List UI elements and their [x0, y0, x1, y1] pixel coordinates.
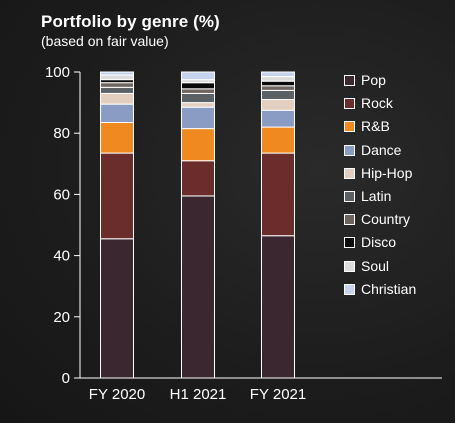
- legend-swatch: [344, 121, 355, 133]
- legend-swatch: [344, 167, 355, 179]
- bar-segment-pop: [100, 238, 134, 379]
- chart-subtitle: (based on fair value): [41, 33, 169, 49]
- legend-swatch: [344, 144, 355, 156]
- bar-segment-pop: [181, 195, 215, 379]
- legend-label: Country: [361, 211, 411, 228]
- bar-segment-christian: [261, 71, 295, 78]
- bar-segment-rock: [181, 160, 215, 197]
- bar-segment-soul: [100, 74, 134, 81]
- bar-segment-christian: [181, 71, 215, 81]
- y-tick-label: 80: [53, 125, 70, 142]
- bar-segment-dance: [100, 103, 134, 123]
- bar-segment-country: [181, 88, 215, 94]
- bar-segment-latin: [261, 89, 295, 101]
- legend-swatch: [344, 260, 355, 272]
- legend-swatch: [344, 98, 355, 110]
- x-tick-label: H1 2021: [170, 386, 227, 403]
- bar-segment-hip-hop: [181, 102, 215, 108]
- bar-segment-hip-hop: [261, 99, 295, 111]
- legend-swatch: [344, 75, 355, 86]
- bar-segment-latin: [100, 86, 134, 94]
- bar-segment-r-b: [100, 121, 134, 154]
- bar-segment-r-b: [181, 128, 215, 162]
- bar-segment-country: [261, 85, 295, 91]
- bar-segment-rock: [100, 152, 134, 240]
- y-tick-label: 20: [53, 309, 70, 326]
- bar-segment-disco: [261, 80, 295, 87]
- legend-swatch: [344, 283, 355, 295]
- bar-segment-disco: [181, 82, 215, 90]
- legend-swatch: [344, 190, 355, 202]
- legend-label: Disco: [361, 234, 397, 251]
- bar-segment-r-b: [261, 126, 295, 154]
- x-tick-label: FY 2020: [89, 386, 145, 403]
- legend-swatch: [344, 214, 355, 226]
- y-tick-label: 0: [62, 370, 70, 387]
- legend-label: Christian: [361, 280, 417, 297]
- bar-segment-pop: [261, 235, 295, 379]
- bar-segment-dance: [181, 106, 215, 130]
- bar-segment-christian: [100, 71, 134, 76]
- bar-segment-rock: [261, 152, 295, 237]
- legend-label: Rock: [361, 95, 393, 112]
- y-tick-label: 100: [45, 64, 70, 81]
- x-tick-label: FY 2021: [250, 386, 306, 403]
- bar-segment-dance: [261, 109, 295, 128]
- bar-segment-hip-hop: [100, 92, 134, 105]
- legend-label: Pop: [361, 72, 386, 88]
- chart-title: Portfolio by genre (%): [41, 12, 220, 31]
- legend-label: Dance: [361, 141, 402, 158]
- legend-swatch: [344, 237, 355, 249]
- bar-segment-soul: [261, 76, 295, 82]
- bar-segment-latin: [181, 92, 215, 104]
- y-tick-label: 40: [53, 248, 70, 265]
- legend-label: Soul: [361, 257, 390, 274]
- y-tick-label: 60: [53, 186, 70, 203]
- legend-label: Hip-Hop: [361, 164, 413, 181]
- legend-label: R&B: [361, 118, 390, 135]
- legend-label: Latin: [361, 187, 392, 204]
- bar-segment-country: [100, 82, 134, 88]
